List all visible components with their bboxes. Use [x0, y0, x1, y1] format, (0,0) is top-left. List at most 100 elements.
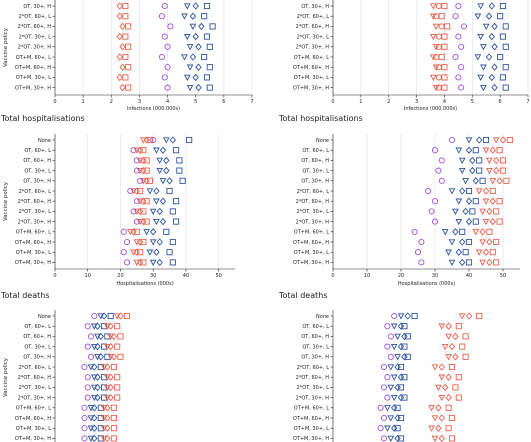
- marker-diamond: [133, 248, 141, 256]
- y-tick-label: OT, 30+, H: [301, 4, 329, 10]
- y-tick-label: 2*OT, 30+, H: [296, 395, 330, 401]
- series-blue-diamond: [485, 2, 498, 92]
- marker-square: [166, 187, 173, 195]
- marker-triangle-down: [186, 44, 194, 51]
- series-purple-circle: [158, 2, 174, 91]
- marker-circle: [458, 84, 465, 91]
- marker-diamond: [100, 312, 108, 320]
- marker-diamond: [107, 393, 114, 402]
- marker-diamond: [404, 312, 411, 320]
- marker-triangle-down: [429, 13, 437, 20]
- marker-diamond: [485, 53, 493, 61]
- marker-triangle-down: [441, 343, 449, 351]
- marker-square: [394, 404, 401, 411]
- marker-diamond: [107, 373, 114, 381]
- series-blue-square: [163, 136, 193, 266]
- marker-triangle-down: [431, 415, 439, 422]
- marker-circle: [414, 249, 422, 256]
- chart-panel-4: 0 10 20 30 40 50 None OT, 60+, L OT, 60+, H OT, 3…: [278, 114, 520, 287]
- marker-triangle-down: [472, 229, 480, 236]
- marker-square: [404, 353, 411, 360]
- marker-square: [503, 177, 510, 184]
- marker-diamond: [119, 63, 126, 71]
- marker-diamond: [91, 434, 98, 442]
- series-blue-square: [459, 136, 490, 266]
- marker-square: [140, 259, 147, 266]
- marker-circle: [418, 259, 425, 266]
- marker-diamond: [166, 177, 173, 185]
- marker-circle: [448, 136, 456, 144]
- marker-square: [469, 208, 476, 215]
- series-blue-diamond: [91, 312, 108, 442]
- marker-diamond: [169, 136, 177, 144]
- series-red-triangle-down: [100, 313, 121, 442]
- marker-circle: [164, 43, 171, 50]
- marker-diamond: [136, 207, 144, 216]
- marker-triangle-down: [432, 64, 440, 71]
- marker-triangle-down: [189, 23, 197, 30]
- marker-triangle-down: [482, 218, 490, 226]
- chart-panel-2: 0 1 2 3 4 5 6 7 OT, 30+, H 2*OT, 60+, L 2*OT, 60+,…: [293, 0, 530, 112]
- marker-triangle-down: [390, 343, 398, 351]
- marker-square: [114, 323, 121, 330]
- marker-diamond: [438, 414, 445, 422]
- marker-square: [110, 363, 117, 371]
- y-tick-label: 2*OT, 60+, L: [19, 365, 52, 371]
- marker-circle: [164, 64, 171, 71]
- y-tick-label: OT+M, 30+, L: [16, 75, 51, 81]
- marker-triangle-down: [486, 157, 493, 164]
- marker-diamond: [140, 156, 147, 165]
- marker-triangle-down: [183, 74, 191, 81]
- marker-circle: [452, 13, 459, 20]
- x-tick-label: 40: [183, 273, 189, 279]
- series-purple-circle: [377, 312, 398, 442]
- series-blue-square: [394, 312, 418, 442]
- marker-square: [133, 228, 140, 235]
- marker-triangle-down: [153, 198, 160, 205]
- marker-diamond: [143, 177, 150, 185]
- marker-triangle-down: [387, 415, 395, 422]
- marker-square: [122, 53, 129, 61]
- marker-diamond: [459, 187, 466, 195]
- marker-diamond: [485, 12, 493, 20]
- marker-triangle-down: [458, 167, 466, 175]
- marker-circle: [161, 2, 168, 10]
- marker-triangle-down: [480, 84, 487, 92]
- x-tick-label: 4: [166, 99, 169, 105]
- marker-triangle-down: [429, 3, 437, 10]
- marker-triangle-down: [438, 323, 446, 330]
- marker-square: [137, 187, 144, 195]
- y-tick-label: OT, 60+, L: [24, 148, 51, 154]
- marker-square: [173, 218, 180, 225]
- marker-diamond: [94, 383, 101, 392]
- marker-square: [117, 333, 124, 340]
- marker-diamond: [195, 83, 202, 92]
- y-tick-label: 2*OT, 60+, H: [18, 199, 52, 205]
- marker-triangle-down: [156, 157, 164, 164]
- y-tick-label: OT+M, 30+, L: [16, 250, 51, 256]
- marker-diamond: [192, 2, 199, 10]
- marker-circle: [137, 177, 144, 184]
- x-tick-label: 30: [150, 273, 156, 279]
- marker-diamond: [119, 43, 126, 51]
- marker-square: [114, 374, 121, 381]
- marker-diamond: [192, 32, 199, 41]
- marker-triangle-down: [482, 147, 490, 154]
- marker-triangle-down: [146, 188, 154, 195]
- marker-diamond: [455, 248, 462, 256]
- marker-diamond: [394, 363, 401, 371]
- marker-circle: [167, 23, 174, 30]
- marker-diamond: [94, 373, 101, 381]
- x-tick-label: 0: [53, 99, 56, 105]
- series-red-square: [438, 2, 451, 91]
- marker-triangle-down: [492, 137, 500, 144]
- marker-square: [496, 218, 503, 225]
- x-tick-label: 3: [415, 99, 418, 105]
- marker-triangle-down: [458, 313, 466, 320]
- marker-square: [465, 187, 473, 195]
- y-tick-label: OT+M, 60+, H: [293, 65, 329, 71]
- x-tick-label: 50: [215, 273, 221, 279]
- marker-diamond: [136, 258, 144, 267]
- marker-circle: [87, 353, 95, 360]
- marker-square: [506, 136, 513, 144]
